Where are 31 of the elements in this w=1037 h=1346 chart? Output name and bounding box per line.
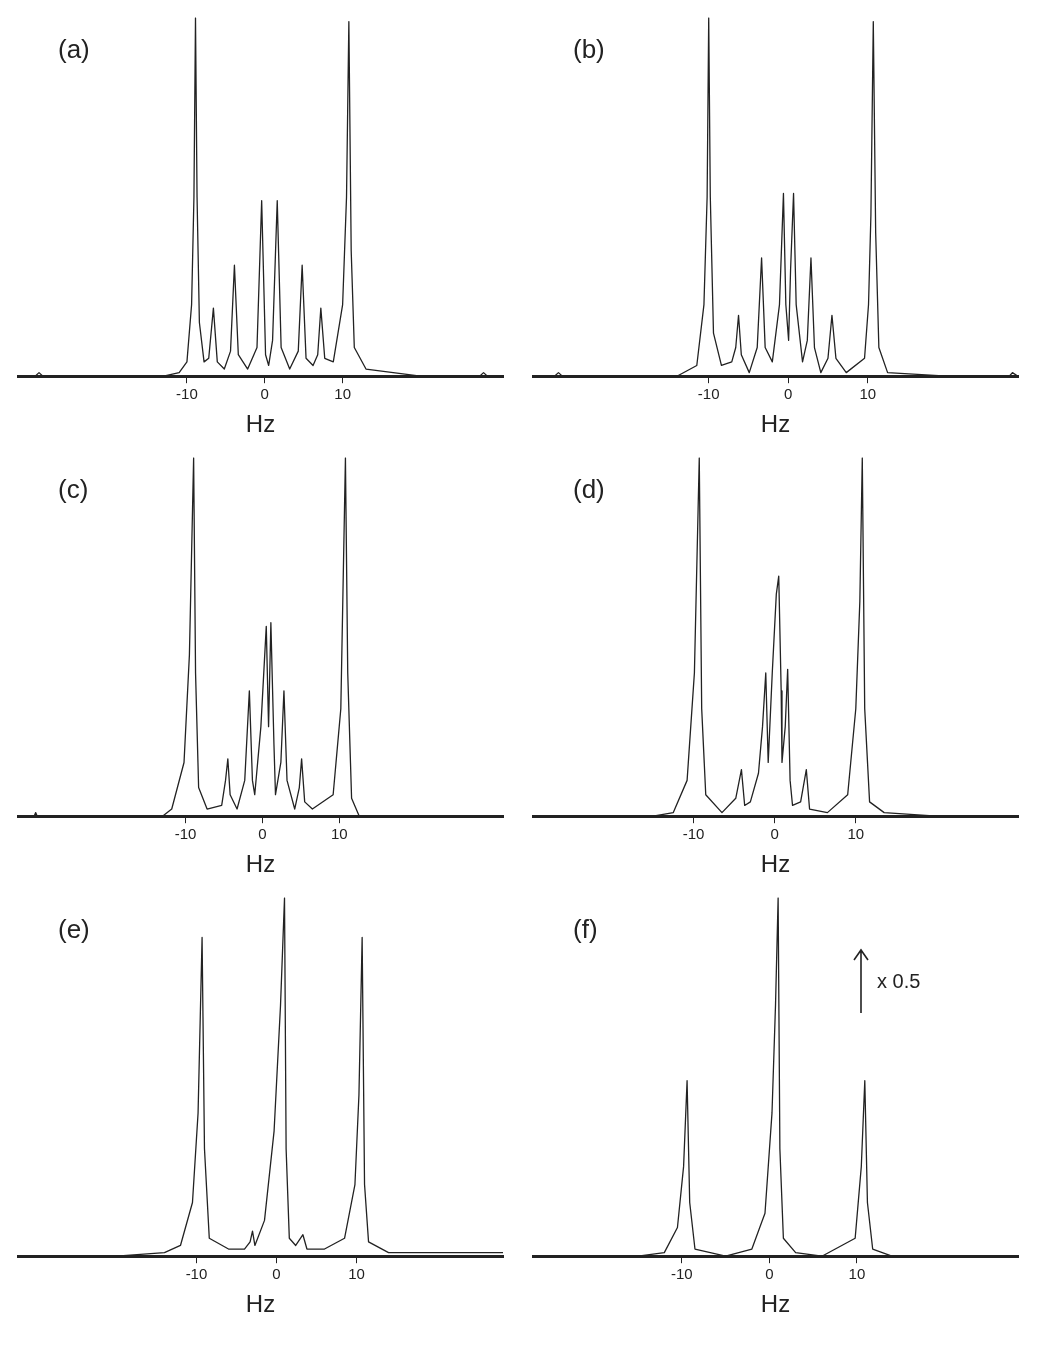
text: (c) bbox=[58, 474, 89, 504]
x-axis-title: Hz bbox=[760, 850, 791, 878]
x-axis-title: Hz bbox=[245, 1290, 276, 1318]
text: (a) bbox=[58, 34, 90, 64]
x-tick-label: 0 bbox=[770, 825, 779, 843]
x-tick-label: 10 bbox=[848, 1265, 866, 1283]
text: (b) bbox=[573, 34, 605, 64]
x-tick-label: 0 bbox=[258, 825, 267, 843]
x-tick-label: -10 bbox=[682, 825, 705, 843]
x-axis-title: Hz bbox=[245, 850, 276, 878]
x-tick-label: -10 bbox=[174, 825, 197, 843]
x-tick-label: 0 bbox=[272, 1265, 281, 1283]
x-tick-label: 10 bbox=[847, 825, 865, 843]
x-tick-label: 10 bbox=[330, 825, 348, 843]
x-tick-label: 0 bbox=[784, 385, 793, 403]
x-tick-label: -10 bbox=[185, 1265, 208, 1283]
x-axis-title: Hz bbox=[760, 410, 791, 438]
x-tick-label: 10 bbox=[859, 385, 877, 403]
x-tick-label: -10 bbox=[697, 385, 720, 403]
x-tick-label: 0 bbox=[765, 1265, 774, 1283]
text: (d) bbox=[573, 474, 605, 504]
x-tick-label: -10 bbox=[670, 1265, 693, 1283]
x-tick-label: 10 bbox=[334, 385, 351, 403]
x-tick-label: 10 bbox=[348, 1265, 365, 1283]
annotation: x 0.5 bbox=[877, 969, 921, 993]
x-tick-label: -10 bbox=[176, 385, 198, 403]
x-tick-label: 0 bbox=[260, 385, 269, 403]
x-axis-title: Hz bbox=[760, 1290, 791, 1318]
text: (f) bbox=[573, 914, 598, 944]
x-axis-title: Hz bbox=[245, 410, 276, 438]
text: (e) bbox=[58, 914, 90, 944]
